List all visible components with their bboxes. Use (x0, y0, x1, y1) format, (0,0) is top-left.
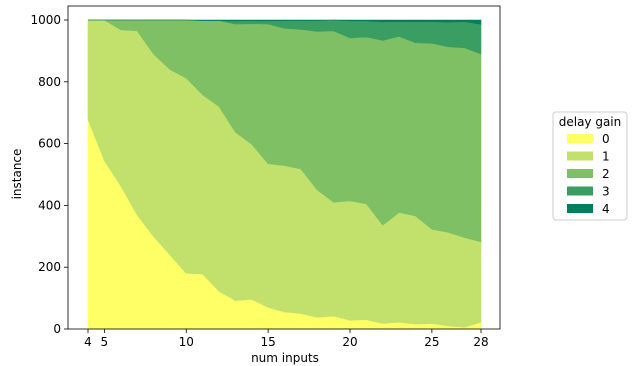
y-tick-label: 1000 (30, 13, 61, 27)
legend-label-0: 0 (602, 132, 610, 146)
y-tick-label: 600 (38, 137, 61, 151)
y-tick-label: 200 (38, 260, 61, 274)
y-tick-label: 0 (53, 322, 61, 336)
legend-swatch-0 (567, 134, 593, 143)
legend-label-3: 3 (602, 185, 610, 199)
legend-swatch-2 (567, 169, 593, 178)
x-tick-label: 25 (424, 335, 439, 349)
x-tick-label: 5 (101, 335, 109, 349)
x-tick-label: 10 (179, 335, 194, 349)
area-series-group (88, 20, 481, 329)
legend-label-1: 1 (602, 150, 610, 164)
x-tick-label: 20 (342, 335, 357, 349)
legend-label-2: 2 (602, 167, 610, 181)
legend-label-4: 4 (602, 202, 610, 216)
x-tick-label: 15 (260, 335, 275, 349)
x-tick-label: 28 (473, 335, 488, 349)
y-tick-label: 400 (38, 198, 61, 212)
legend-swatch-3 (567, 187, 593, 196)
legend-swatch-4 (567, 204, 593, 213)
legend-title: delay gain (559, 115, 622, 129)
y-tick-label: 800 (38, 75, 61, 89)
y-axis-label: instance (10, 149, 24, 200)
legend-swatch-1 (567, 152, 593, 161)
legend: delay gain 0 1 2 3 4 (553, 112, 627, 220)
x-tick-label: 4 (84, 335, 92, 349)
x-axis-label: num inputs (251, 351, 319, 365)
